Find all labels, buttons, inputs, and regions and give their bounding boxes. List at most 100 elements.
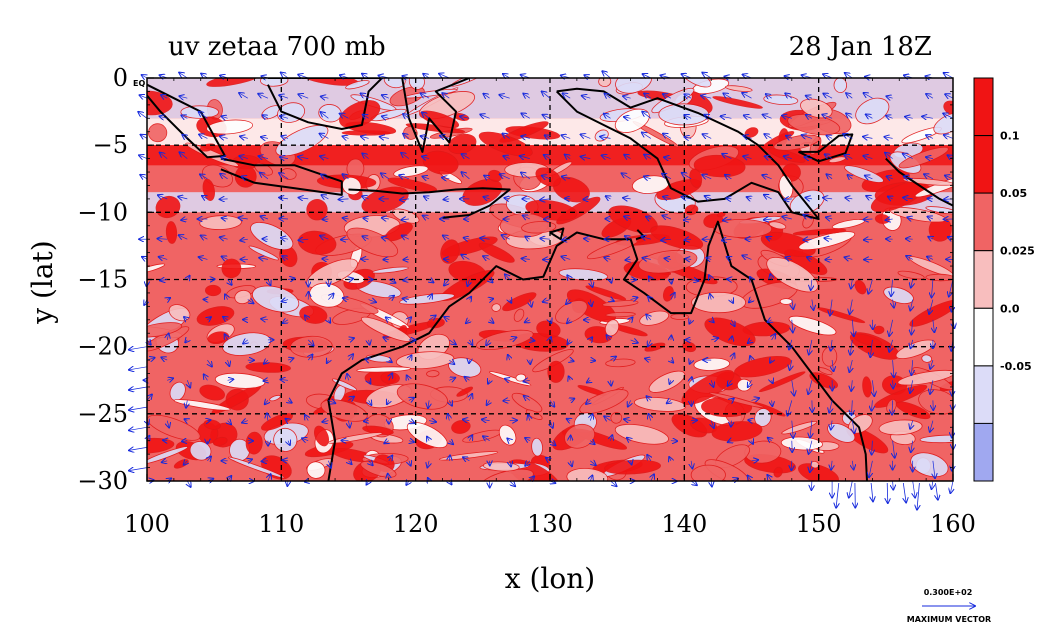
wind-vector — [368, 300, 376, 303]
field-blob — [862, 376, 872, 398]
wind-vector — [742, 93, 752, 99]
field-blob — [760, 231, 816, 257]
wind-vector — [305, 415, 308, 421]
y-tick-label: −25 — [77, 400, 128, 428]
wind-vector — [852, 460, 853, 470]
field-blob — [579, 389, 629, 415]
wind-vector — [570, 360, 573, 361]
wind-vector — [911, 360, 912, 375]
wind-vector — [228, 360, 230, 366]
wind-vector — [401, 153, 410, 159]
wind-vector — [207, 420, 210, 421]
wind-vector — [845, 198, 853, 199]
wind-vector — [905, 117, 913, 119]
wind-vector — [684, 137, 692, 139]
wind-vector — [258, 94, 269, 98]
wind-vector — [486, 340, 489, 345]
field-blob — [169, 381, 186, 402]
wind-vector — [483, 256, 490, 259]
wind-vector — [279, 198, 289, 199]
field-blob — [773, 466, 783, 478]
wind-vector — [267, 413, 268, 421]
wind-vector — [630, 298, 638, 300]
wind-vector — [550, 337, 551, 340]
wind-vector — [671, 360, 673, 363]
wind-vector — [785, 257, 792, 259]
wind-vector — [349, 279, 354, 280]
wind-vector — [863, 137, 873, 139]
wind-vector — [825, 154, 833, 158]
wind-vector — [723, 94, 732, 99]
wind-vector — [449, 378, 455, 381]
field-blob — [708, 392, 765, 409]
wind-vector — [429, 280, 433, 283]
wind-vector — [490, 280, 493, 283]
wind-vector — [161, 95, 168, 98]
wind-vector — [784, 199, 792, 200]
wind-vector — [140, 175, 148, 179]
colorbar-segment — [973, 250, 994, 309]
wind-vector — [243, 340, 248, 344]
wind-vector — [160, 153, 168, 159]
wind-vector — [262, 461, 268, 462]
y-axis: 0 −5 −10 −15 −20 −25 −30 — [77, 64, 953, 495]
wind-vector — [525, 237, 530, 240]
wind-vector — [424, 196, 429, 199]
field-blob — [648, 370, 686, 393]
wind-vector — [661, 239, 671, 240]
wind-vector — [662, 174, 672, 180]
y-tick-label: −10 — [77, 198, 128, 226]
x-axis-label: x (lon) — [505, 562, 595, 595]
wind-vector — [227, 379, 234, 380]
field-blob — [480, 468, 534, 481]
wind-vector — [505, 379, 510, 381]
wind-vector — [903, 154, 913, 159]
wind-vector — [384, 441, 389, 444]
field-blob — [713, 218, 773, 239]
wind-vector — [204, 374, 208, 381]
wind-vector — [160, 116, 168, 118]
wind-vector — [626, 259, 631, 260]
wind-vector — [222, 256, 228, 259]
wind-vector — [468, 279, 470, 287]
wind-vector — [812, 299, 814, 310]
wind-vector — [910, 420, 913, 429]
field-blob — [234, 289, 252, 305]
wind-vector — [566, 300, 570, 305]
wind-vector — [865, 176, 873, 179]
wind-vector — [665, 258, 671, 259]
wind-vector — [782, 217, 792, 219]
wind-vector — [744, 115, 752, 118]
wind-vector — [158, 195, 168, 199]
wind-vector — [763, 115, 772, 119]
wind-vector — [389, 296, 394, 300]
field-blob — [387, 177, 437, 192]
wind-vector — [369, 380, 371, 383]
wind-vector — [663, 94, 672, 98]
wind-vector — [764, 134, 772, 138]
wind-vector — [286, 419, 289, 421]
wind-vector — [731, 300, 733, 303]
wind-vector — [583, 199, 591, 200]
wind-vector — [611, 435, 613, 441]
wind-vector — [369, 400, 372, 405]
wind-vector — [624, 155, 631, 159]
wind-vector — [911, 279, 913, 288]
wind-vector — [142, 257, 147, 260]
wind-vector — [786, 136, 792, 139]
wind-vector — [427, 460, 429, 468]
wind-vector — [422, 157, 430, 159]
wind-vector — [808, 380, 812, 394]
field-blob — [478, 242, 515, 263]
wind-vector — [349, 354, 354, 361]
wind-vector — [782, 116, 792, 119]
wind-vector — [863, 156, 873, 159]
wind-vector — [911, 339, 913, 348]
wind-vector — [605, 94, 611, 99]
wind-vector — [906, 256, 913, 259]
wind-vector — [711, 480, 712, 486]
wind-vector — [682, 197, 692, 199]
field-blob — [148, 123, 168, 143]
wind-vector — [508, 355, 510, 360]
wind-vector — [768, 438, 772, 441]
